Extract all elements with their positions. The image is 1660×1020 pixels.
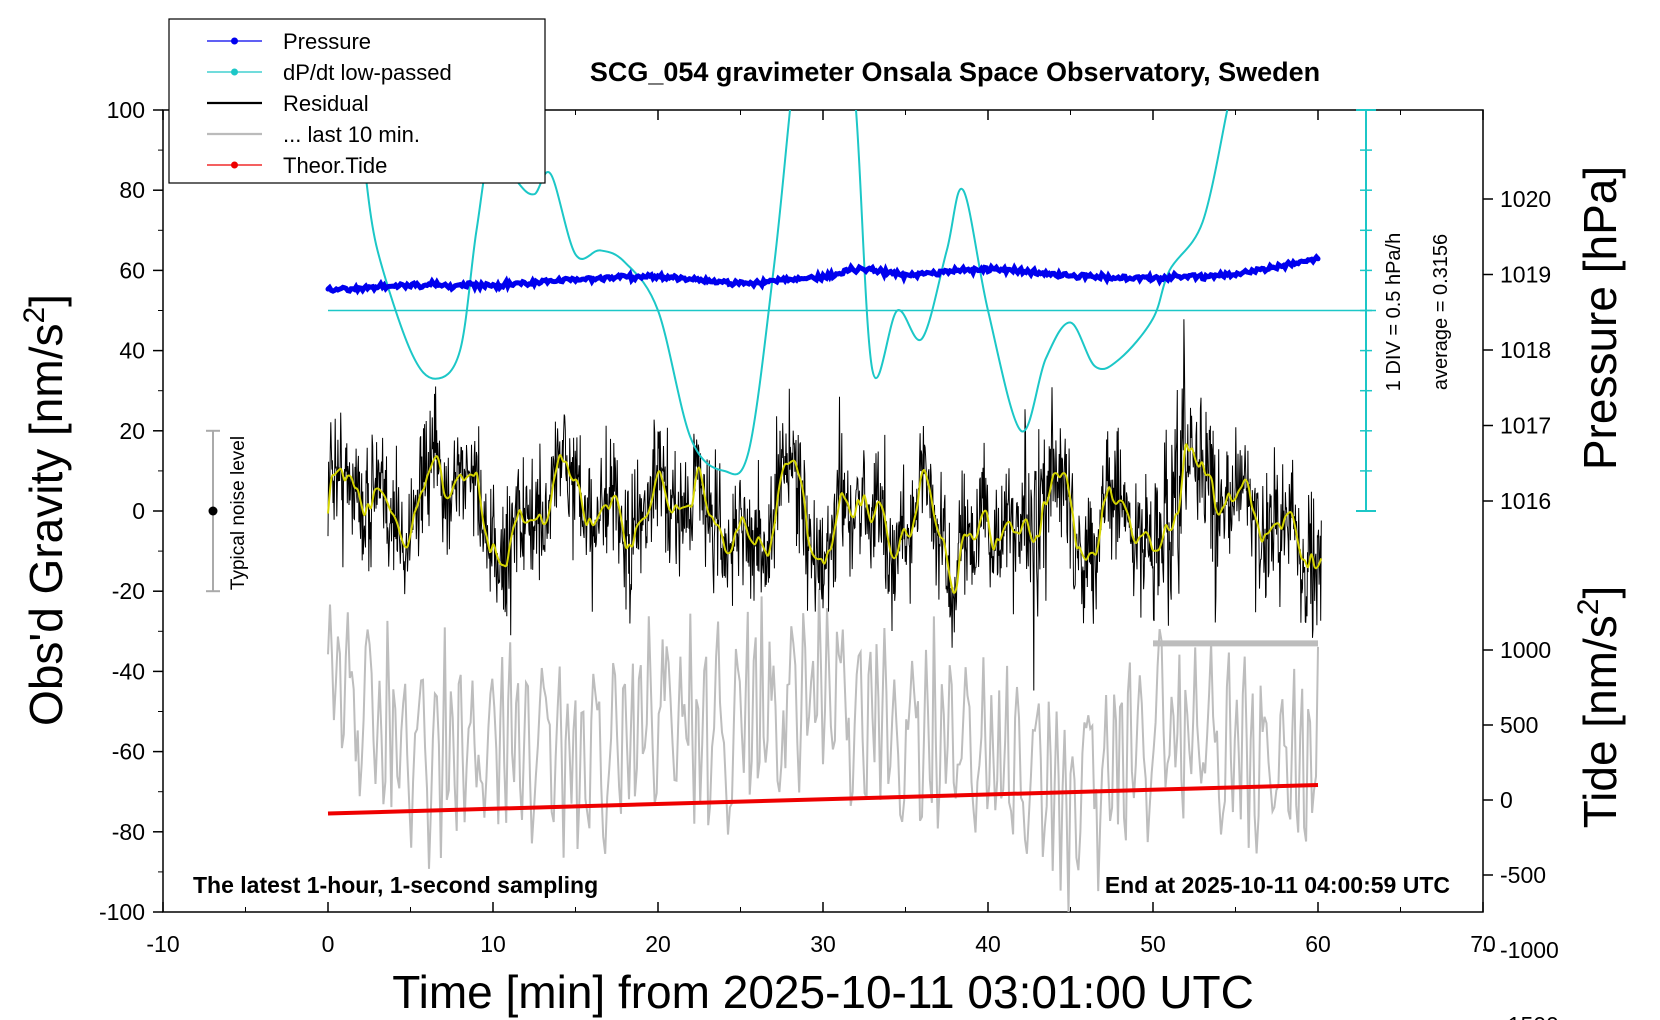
pressure-marker xyxy=(672,273,677,279)
pressure-tick-label: 1018 xyxy=(1500,337,1551,363)
x-tick-label: 60 xyxy=(1305,931,1331,957)
noise-dot xyxy=(208,506,218,516)
tide-axis-ticks: 1000 500 0 -500 -1000 -1500 xyxy=(1483,637,1559,1020)
series-pressure-markers xyxy=(325,256,1321,292)
pressure-marker xyxy=(424,282,430,288)
pressure-tick-label: 1019 xyxy=(1500,262,1551,288)
x-axis-label: Time [min] from 2025-10-11 03:01:00 UTC xyxy=(392,966,1254,1018)
y-axis-label: Obs'd Gravity [nm/s2] xyxy=(18,294,72,726)
x-tick-label: 70 xyxy=(1470,931,1496,957)
pressure-marker xyxy=(1216,273,1222,279)
legend-label: Pressure xyxy=(283,29,371,54)
legend-marker xyxy=(231,37,238,45)
y-tick-label: 0 xyxy=(132,498,145,524)
tide-tick-label: 0 xyxy=(1500,787,1513,813)
sampling-annotation: The latest 1-hour, 1-second sampling xyxy=(193,872,598,898)
chart-title: SCG_054 gravimeter Onsala Space Observat… xyxy=(590,57,1320,87)
pressure-marker xyxy=(1068,273,1073,279)
dpdt-scale-label: 1 DIV = 0.5 hPa/h xyxy=(1383,233,1405,391)
pressure-marker xyxy=(573,278,578,284)
y-tick-label: 100 xyxy=(107,97,145,123)
dpdt-average-label: average = 0.3156 xyxy=(1430,234,1452,390)
x-tick-label: 0 xyxy=(322,931,335,957)
pressure-marker xyxy=(771,277,776,283)
x-tick-label: 10 xyxy=(480,931,506,957)
series-last-10-min xyxy=(327,588,1319,912)
pressure-axis-ticks: 1020 1019 1018 1017 1016 xyxy=(1483,186,1551,514)
typical-noise-indicator xyxy=(206,429,220,593)
tide-tick-label: -500 xyxy=(1500,862,1546,888)
x-tick-label: 40 xyxy=(975,931,1001,957)
x-axis-ticks: -10 0 10 20 30 40 50 60 70 xyxy=(146,110,1496,957)
y-tick-label: -20 xyxy=(112,578,145,604)
tide-axis-label-close: ] xyxy=(1574,586,1626,599)
y-tick-label: -60 xyxy=(112,739,145,765)
legend-label: Theor.Tide xyxy=(283,153,387,178)
noise-label: Typical noise level xyxy=(228,436,249,590)
series-theor-tide xyxy=(327,783,1319,816)
series-residual-smoothed xyxy=(327,443,1323,594)
tide-tick-label: -1000 xyxy=(1500,937,1559,963)
pressure-marker xyxy=(1266,266,1271,272)
pressure-marker xyxy=(474,281,479,287)
series-residual xyxy=(327,319,1322,691)
pressure-marker xyxy=(1117,276,1123,282)
dpdt-scale-axis xyxy=(1356,109,1376,512)
tide-tick-label: 1000 xyxy=(1500,637,1551,663)
pressure-marker xyxy=(1315,256,1321,262)
tide-axis-label-main: Tide [nm/s xyxy=(1574,615,1626,828)
y-tick-label: 60 xyxy=(119,257,145,283)
pressure-marker xyxy=(622,273,628,279)
tide-tick-label: -1500 xyxy=(1500,1012,1559,1020)
x-tick-label: 50 xyxy=(1140,931,1166,957)
y-axis-ticks: 100 80 60 40 20 0 -20 -40 -60 -80 -100 xyxy=(99,97,163,925)
legend-label: ... last 10 min. xyxy=(283,122,420,147)
pressure-marker xyxy=(523,281,529,287)
pressure-tick-label: 1017 xyxy=(1500,413,1551,439)
end-time-annotation: End at 2025-10-11 04:00:59 UTC xyxy=(1105,872,1450,898)
pressure-marker xyxy=(1018,266,1024,272)
legend-box xyxy=(168,18,546,184)
pressure-marker xyxy=(820,272,826,278)
y-tick-label: 20 xyxy=(119,418,145,444)
legend-label: Residual xyxy=(283,91,369,116)
legend-marker xyxy=(231,161,238,169)
tide-axis-label-sup: 2 xyxy=(1572,599,1605,616)
pressure-marker xyxy=(325,286,331,292)
legend: Pressure dP/dt low-passed Residual ... last… xyxy=(168,18,546,184)
y-axis-label-sup: 2 xyxy=(18,307,51,324)
y-tick-label: 40 xyxy=(119,338,145,364)
tide-tick-label: 500 xyxy=(1500,712,1538,738)
x-tick-label: -10 xyxy=(146,931,179,957)
legend-label: dP/dt low-passed xyxy=(283,60,452,85)
pressure-marker xyxy=(969,267,974,273)
y-tick-label: -40 xyxy=(112,658,145,684)
legend-marker xyxy=(231,68,238,76)
pressure-marker xyxy=(919,270,925,276)
pressure-marker xyxy=(1167,274,1172,280)
pressure-marker xyxy=(870,265,875,271)
x-tick-label: 30 xyxy=(810,931,836,957)
pressure-tick-label: 1016 xyxy=(1500,488,1551,514)
y-tick-label: 80 xyxy=(119,177,145,203)
pressure-axis-label: Pressure [hPa] xyxy=(1574,166,1626,470)
tide-axis-label: Tide [nm/s2] xyxy=(1572,586,1626,829)
y-tick-label: -80 xyxy=(112,819,145,845)
pressure-marker xyxy=(721,278,727,284)
pressure-marker xyxy=(375,285,380,291)
y-axis-label-main: Obs'd Gravity [nm/s xyxy=(20,324,72,726)
y-tick-label: -100 xyxy=(99,899,145,925)
y-axis-label-close: ] xyxy=(20,294,72,307)
pressure-tick-label: 1020 xyxy=(1500,186,1551,212)
x-tick-label: 20 xyxy=(645,931,671,957)
